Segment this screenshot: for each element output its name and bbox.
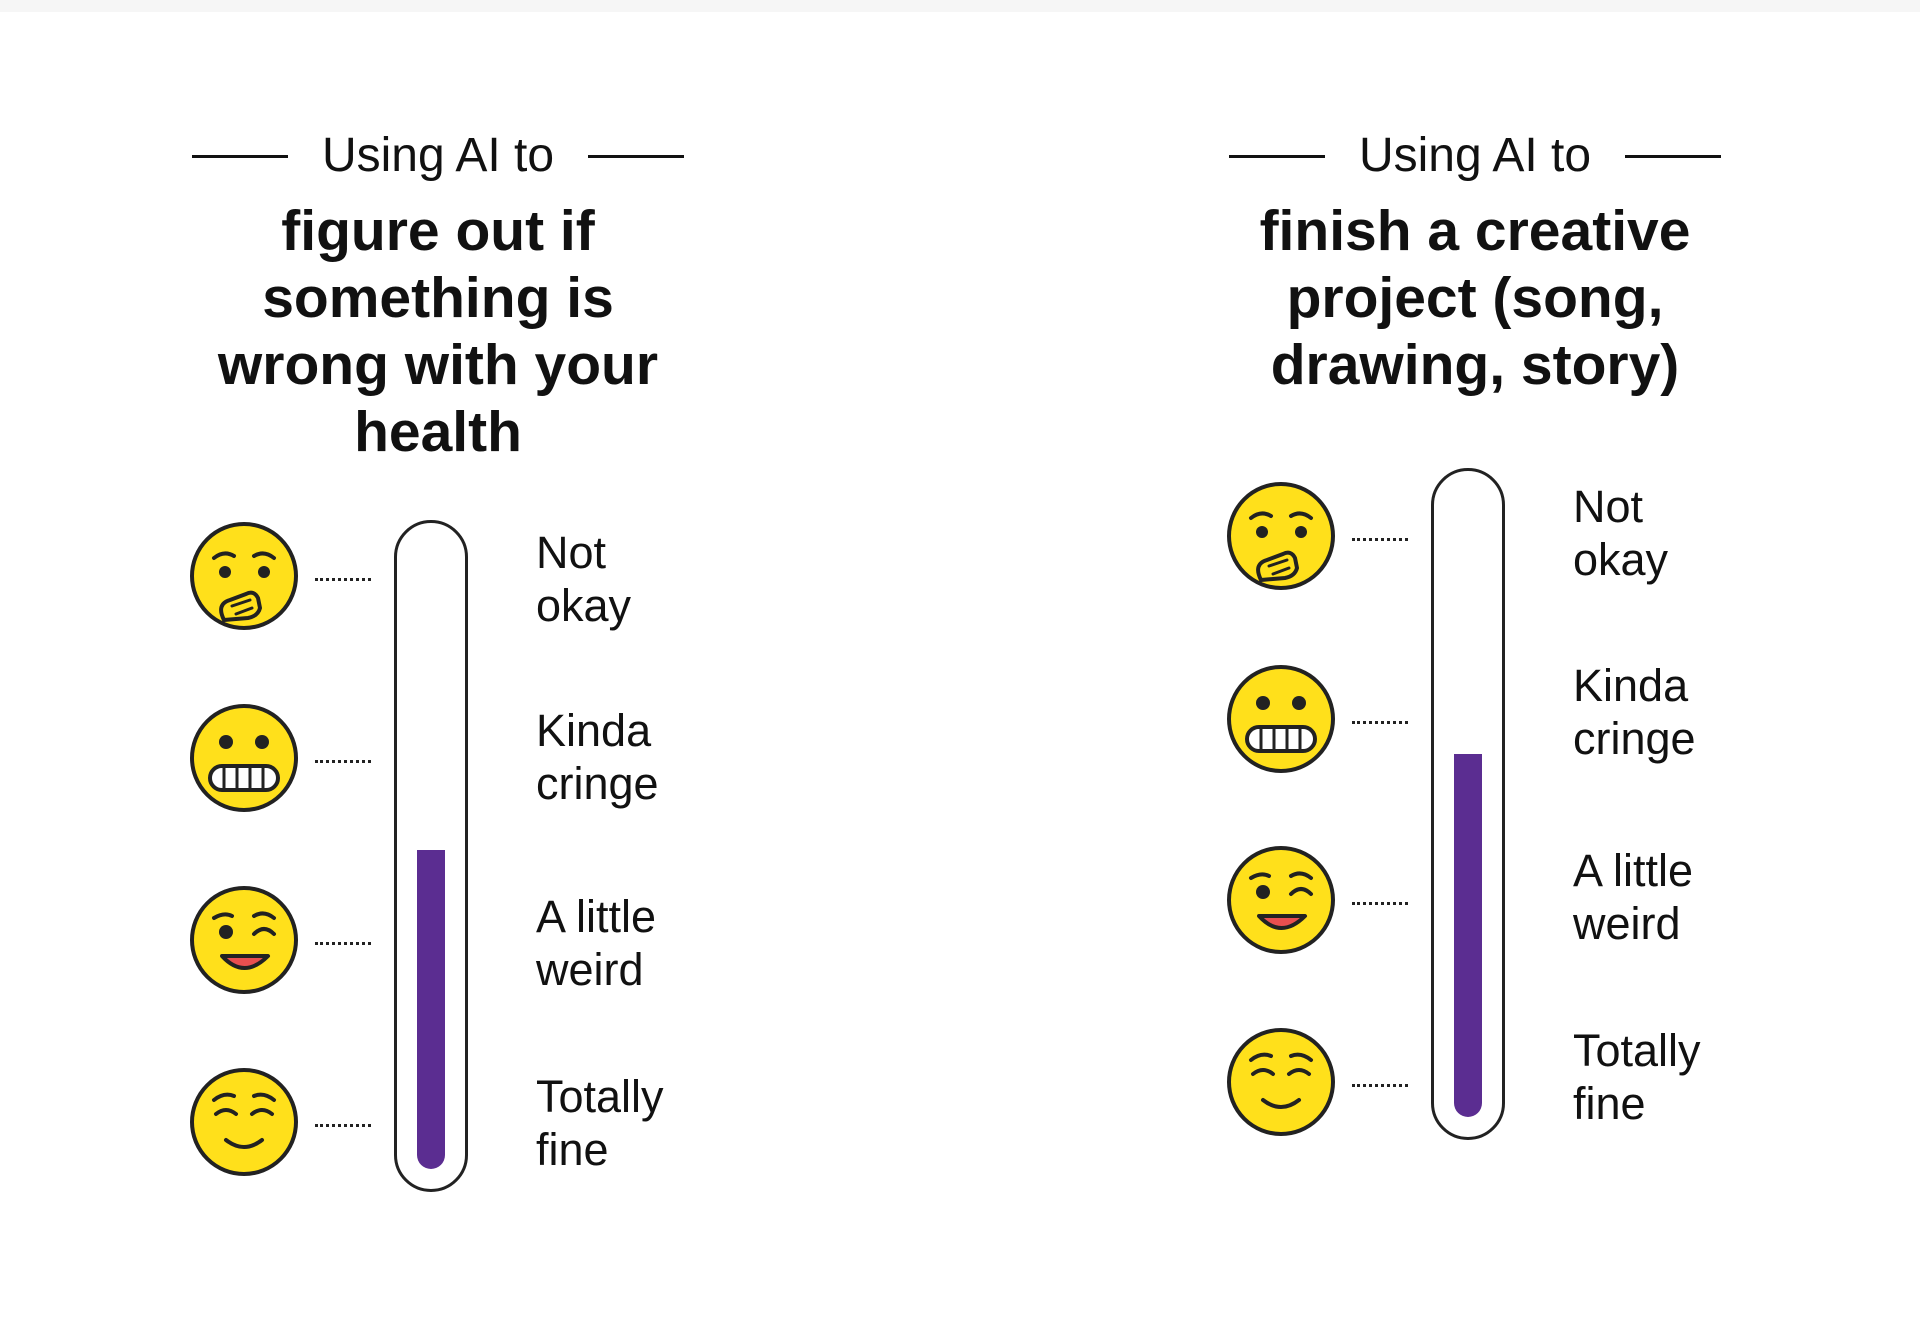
label-line: Totally [1573,1025,1701,1076]
dotted-leader [315,942,371,945]
gauge-tube [1431,468,1505,1140]
cringe-gauge: Not okay Kinda cringe [178,520,698,1220]
winking-face-emoji-icon [190,886,298,994]
scale-label: Totally fine [1573,1024,1773,1130]
label-line: A little [1573,845,1694,896]
label-line: Kinda [1573,660,1689,711]
grimacing-face-emoji-icon [1227,665,1335,773]
winking-face-emoji-icon [1227,846,1335,954]
scale-row-totally-fine: Totally fine [178,1066,698,1186]
panel-headline: finish a creative project (song, drawing… [1215,198,1735,399]
panel-lead-text: Using AI to [1358,129,1592,182]
scale-row-totally-fine: Totally fine [1215,1025,1735,1146]
label-line: okay [536,580,632,631]
label-line: Not [536,527,607,578]
dotted-leader [1352,902,1408,905]
cringe-gauge: Not okay Kinda cringe [1215,468,1735,1168]
headline-line: figure out if [281,199,595,263]
dotted-leader [1352,1084,1408,1087]
label-line: Totally [536,1071,664,1122]
headline-line: project (song, [1286,266,1664,330]
label-line: fine [1573,1078,1646,1129]
scale-label: A little weird [1573,844,1773,950]
label-line: A little [536,891,657,942]
scale-label: Totally fine [536,1070,736,1176]
top-edge-strip [0,0,1920,12]
relieved-face-emoji-icon [1227,1028,1335,1136]
eyebrow-rule-left [191,154,288,158]
panel-eyebrow: Using AI to [178,126,698,186]
grimacing-face-emoji-icon [190,704,298,812]
label-line: cringe [536,758,659,809]
headline-line: finish a creative [1259,199,1691,263]
label-line: Not [1573,481,1644,532]
gauge-tube [394,520,468,1192]
dotted-leader [1352,721,1408,724]
scale-row-kinda-cringe: Kinda cringe [178,702,698,822]
panel-health: Using AI to figure out if something is w… [178,0,698,1328]
panel-eyebrow: Using AI to [1215,126,1735,186]
panel-headline: figure out if something is wrong with yo… [178,198,698,466]
label-line: Kinda [536,705,652,756]
panel-lead-text: Using AI to [321,129,555,182]
label-line: weird [1573,898,1681,949]
eyebrow-rule-left [1228,154,1325,158]
eyebrow-rule-right [1625,154,1722,158]
hand-over-mouth-emoji-icon [1227,482,1335,590]
headline-line: health [354,400,522,464]
scale-label: A little weird [536,890,736,996]
headline-line: drawing, story) [1270,333,1680,397]
panel-creative-project: Using AI to finish a creative project (s… [1215,0,1735,1328]
scale-row-a-little-weird: A little weird [178,884,698,1004]
relieved-face-emoji-icon [190,1068,298,1176]
headline-line: something is [262,266,614,330]
eyebrow-rule-right [588,154,685,158]
scale-label: Not okay [1573,480,1773,586]
scale-label: Kinda cringe [1573,659,1773,765]
label-line: weird [536,944,644,995]
scale-row-not-okay: Not okay [1215,480,1735,600]
scale-label: Kinda cringe [536,704,736,810]
gauge-fill [1454,754,1482,1117]
headline-line: wrong with your [217,333,659,397]
dotted-leader [315,578,371,581]
dotted-leader [315,1124,371,1127]
gauge-fill [417,850,445,1169]
dotted-leader [315,760,371,763]
scale-row-kinda-cringe: Kinda cringe [1215,660,1735,783]
label-line: fine [536,1124,609,1175]
scale-row-not-okay: Not okay [178,520,698,640]
hand-over-mouth-emoji-icon [190,522,298,630]
dotted-leader [1352,538,1408,541]
scale-row-a-little-weird: A little weird [1215,844,1735,964]
label-line: okay [1573,534,1669,585]
label-line: cringe [1573,713,1696,764]
scale-label: Not okay [536,526,736,632]
